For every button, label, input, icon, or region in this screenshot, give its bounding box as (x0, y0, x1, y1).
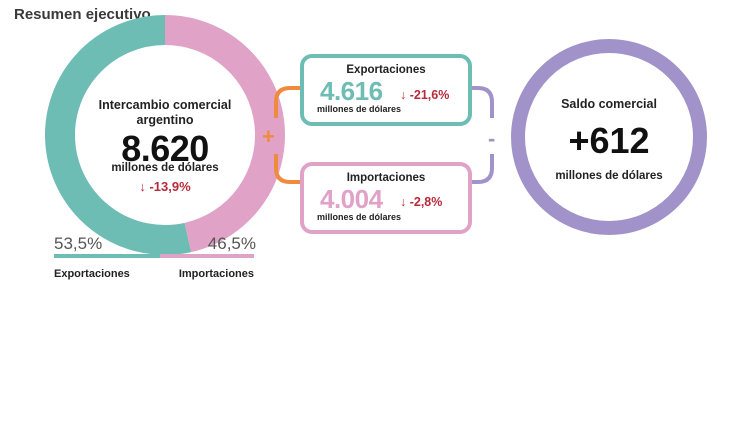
minus-sign: - (488, 126, 496, 151)
exportaciones-value: 4.616 (320, 76, 383, 106)
exportaciones-change: ↓ -21,6% (400, 88, 450, 102)
donut-segment-exportaciones (45, 15, 192, 255)
saldo-label: Saldo comercial (561, 97, 657, 111)
saldo-ring (511, 39, 707, 235)
donut-segment-importaciones (164, 15, 285, 253)
export-share-bar (54, 254, 160, 258)
import-share: 46,5% (207, 234, 256, 253)
connector-left-top (274, 86, 300, 118)
connector-right-top (472, 86, 494, 118)
legend-importaciones: Importaciones (178, 268, 254, 280)
intercambio-label: Intercambio comercial argentino (98, 98, 232, 127)
plus-sign: + (262, 124, 275, 149)
saldo-value: +612 (568, 120, 650, 161)
importaciones-value: 4.004 (320, 184, 383, 214)
exportaciones-box (300, 54, 472, 126)
page-title: Resumen ejecutivo (14, 6, 151, 23)
import-share-bar (160, 254, 254, 258)
importaciones-title: Importaciones (346, 172, 426, 184)
importaciones-unit: millones de dólares (317, 212, 402, 222)
export-share: 53,5% (54, 234, 103, 253)
intercambio-change: ↓ -13,9% (139, 179, 191, 194)
importaciones-change: ↓ -2,8% (400, 195, 443, 209)
legend-exportaciones: Exportaciones (54, 268, 130, 280)
importaciones-box (300, 162, 472, 234)
exportaciones-title: Exportaciones (346, 64, 426, 76)
intercambio-unit: millones de dólares (111, 162, 219, 174)
connector-right-bottom (472, 154, 494, 184)
exportaciones-unit: millones de dólares (317, 104, 402, 114)
saldo-unit: millones de dólares (555, 170, 663, 182)
intercambio-value: 8.620 (121, 128, 209, 169)
connector-left-bottom (274, 154, 300, 184)
